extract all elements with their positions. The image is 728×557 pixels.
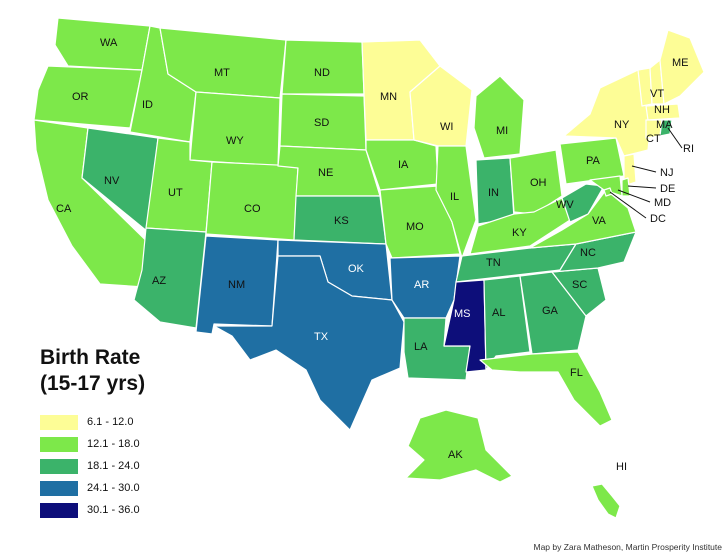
legend-label: 24.1 - 30.0 — [87, 482, 140, 494]
state-label-mt: MT — [214, 67, 230, 79]
state-md — [589, 175, 623, 197]
state-ri — [659, 119, 673, 137]
state-label-ia: IA — [398, 159, 409, 171]
state-label-nc: NC — [580, 247, 596, 259]
state-ak — [405, 409, 513, 483]
state-label-md: MD — [654, 197, 671, 209]
state-label-dc: DC — [650, 213, 666, 225]
state-label-or: OR — [72, 91, 89, 103]
state-label-va: VA — [592, 215, 607, 227]
legend-entry: 6.1 - 12.0 — [40, 411, 240, 433]
state-label-ca: CA — [56, 203, 72, 215]
state-label-id: ID — [142, 99, 153, 111]
state-label-in: IN — [488, 187, 499, 199]
state-hi — [591, 483, 621, 519]
legend-label: 12.1 - 18.0 — [87, 438, 140, 450]
legend-label: 6.1 - 12.0 — [87, 416, 134, 428]
legend: Birth Rate (15-17 yrs) 6.1 - 12.0 12.1 -… — [40, 345, 240, 521]
state-al — [483, 275, 531, 371]
legend-swatch — [40, 458, 78, 474]
state-label-ga: GA — [542, 305, 559, 317]
state-az — [133, 227, 207, 329]
state-label-nd: ND — [314, 67, 330, 79]
state-ma — [645, 103, 681, 121]
state-mi — [473, 75, 525, 159]
state-label-mi: MI — [496, 125, 508, 137]
state-wv — [561, 183, 605, 223]
state-label-il: IL — [450, 191, 459, 203]
legend-swatch — [40, 480, 78, 496]
state-label-nm: NM — [228, 279, 245, 291]
state-label-tx: TX — [314, 331, 329, 343]
legend-swatch — [40, 502, 78, 518]
legend-entry: 30.1 - 36.0 — [40, 499, 240, 521]
state-label-wi: WI — [440, 121, 453, 133]
legend-swatch — [40, 414, 78, 430]
state-label-nv: NV — [104, 175, 120, 187]
state-va — [529, 189, 637, 249]
legend-swatch — [40, 436, 78, 452]
map-credit: Map by Zara Matheson, Martin Prosperity … — [533, 542, 723, 552]
legend-entry: 18.1 - 24.0 — [40, 455, 240, 477]
state-label-ri: RI — [683, 143, 694, 155]
state-label-ks: KS — [334, 215, 349, 227]
state-label-al: AL — [492, 307, 505, 319]
state-label-la: LA — [414, 341, 428, 353]
state-label-ma: MA — [656, 119, 673, 131]
state-me — [659, 29, 705, 105]
state-label-wa: WA — [100, 37, 118, 49]
state-label-co: CO — [244, 203, 261, 215]
state-fl — [479, 351, 613, 427]
state-label-tn: TN — [486, 257, 501, 269]
state-label-ar: AR — [414, 279, 429, 291]
legend-label: 30.1 - 36.0 — [87, 504, 140, 516]
state-label-hi: HI — [616, 461, 627, 473]
legend-title-line2: (15-17 yrs) — [40, 372, 146, 395]
state-label-pa: PA — [586, 155, 601, 167]
state-label-ut: UT — [168, 187, 183, 199]
state-label-vt: VT — [650, 88, 664, 100]
state-ga — [519, 271, 587, 355]
state-label-ky: KY — [512, 227, 527, 239]
state-or — [33, 65, 143, 129]
legend-title: Birth Rate (15-17 yrs) — [40, 345, 240, 397]
state-label-ms: MS — [454, 308, 471, 320]
state-label-mo: MO — [406, 221, 424, 233]
state-label-fl: FL — [570, 367, 583, 379]
legend-entry: 24.1 - 30.0 — [40, 477, 240, 499]
leader-lines — [609, 127, 683, 219]
state-label-me: ME — [672, 57, 689, 69]
state-label-mn: MN — [380, 91, 397, 103]
state-label-nj: NJ — [660, 167, 673, 179]
state-label-ok: OK — [348, 263, 365, 275]
state-co — [205, 161, 299, 241]
legend-label: 18.1 - 24.0 — [87, 460, 140, 472]
state-label-de: DE — [660, 183, 675, 195]
legend-entries: 6.1 - 12.0 12.1 - 18.0 18.1 - 24.0 24.1 … — [40, 411, 240, 521]
state-tx — [213, 255, 405, 431]
state-label-ny: NY — [614, 119, 630, 131]
state-label-nh: NH — [654, 104, 670, 116]
state-wy — [189, 91, 281, 167]
state-label-wv: WV — [556, 199, 574, 211]
state-label-wy: WY — [226, 135, 244, 147]
state-label-ak: AK — [448, 449, 463, 461]
state-label-ne: NE — [318, 167, 333, 179]
legend-title-line1: Birth Rate — [40, 346, 141, 369]
legend-entry: 12.1 - 18.0 — [40, 433, 240, 455]
state-label-sd: SD — [314, 117, 329, 129]
state-label-oh: OH — [530, 177, 547, 189]
state-label-sc: SC — [572, 279, 587, 291]
state-label-az: AZ — [152, 275, 166, 287]
state-label-ct: CT — [646, 133, 661, 145]
